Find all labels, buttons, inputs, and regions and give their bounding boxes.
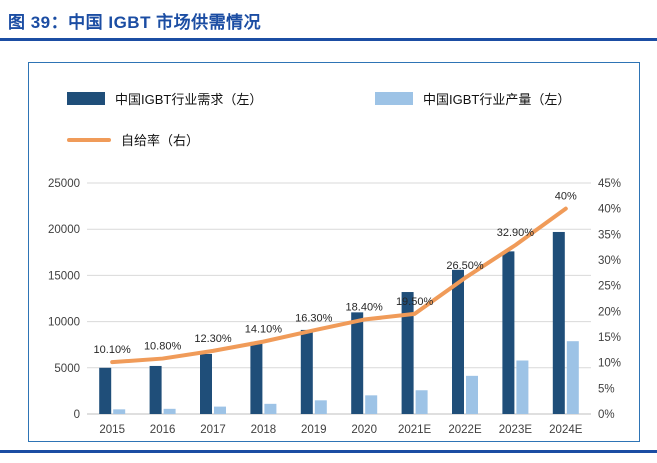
svg-text:2017: 2017 xyxy=(200,424,226,436)
legend-label-supply: 中国IGBT行业产量（左） xyxy=(423,92,571,107)
chart-svg: 0 5000 10000 15000 20000 25000 0% 5% 10% 15% 20% 25… xyxy=(48,178,621,436)
svg-text:5000: 5000 xyxy=(54,363,80,375)
svg-text:12.30%: 12.30% xyxy=(194,333,232,345)
title-divider xyxy=(0,38,657,41)
svg-text:2015: 2015 xyxy=(99,424,125,436)
svg-text:10%: 10% xyxy=(598,358,621,370)
legend-item-rate: 自给率（右） xyxy=(67,130,199,149)
svg-text:2016: 2016 xyxy=(150,424,176,436)
svg-text:2024E: 2024E xyxy=(549,424,583,436)
svg-text:2018: 2018 xyxy=(251,424,277,436)
legend-label-rate: 自给率（右） xyxy=(121,133,200,148)
legend-item-demand: 中国IGBT行业需求（左） xyxy=(67,89,375,108)
legend-row-bars: 中国IGBT行业需求（左） 中国IGBT行业产量（左） xyxy=(67,89,639,108)
svg-text:2023E: 2023E xyxy=(499,424,533,436)
svg-text:15000: 15000 xyxy=(48,270,80,282)
svg-text:20000: 20000 xyxy=(48,224,80,236)
svg-text:10.10%: 10.10% xyxy=(94,344,132,356)
svg-text:0: 0 xyxy=(74,409,80,421)
legend-label-demand: 中国IGBT行业需求（左） xyxy=(115,92,263,107)
svg-text:26.50%: 26.50% xyxy=(446,260,484,272)
svg-text:32.90%: 32.90% xyxy=(497,227,535,239)
svg-text:45%: 45% xyxy=(598,178,621,190)
supply-swatch-icon xyxy=(375,92,413,105)
svg-text:0%: 0% xyxy=(598,409,615,421)
legend-item-supply: 中国IGBT行业产量（左） xyxy=(375,89,570,108)
svg-text:2022E: 2022E xyxy=(448,424,482,436)
chart-legend: 中国IGBT行业需求（左） 中国IGBT行业产量（左） 自给率（右） xyxy=(29,63,639,149)
svg-text:40%: 40% xyxy=(555,191,577,203)
demand-swatch-icon xyxy=(67,92,105,105)
svg-text:25%: 25% xyxy=(598,281,621,293)
svg-text:2020: 2020 xyxy=(351,424,377,436)
svg-text:30%: 30% xyxy=(598,255,621,267)
svg-text:5%: 5% xyxy=(598,383,615,395)
figure-title: 图 39：中国 IGBT 市场供需情况 xyxy=(8,13,262,32)
legend-row-line: 自给率（右） xyxy=(67,130,639,149)
chart-frame: 中国IGBT行业需求（左） 中国IGBT行业产量（左） 自给率（右） 0 5000… xyxy=(28,62,640,442)
svg-text:16.30%: 16.30% xyxy=(295,312,333,324)
svg-text:25000: 25000 xyxy=(48,178,80,190)
svg-text:10000: 10000 xyxy=(48,317,80,329)
svg-text:10.80%: 10.80% xyxy=(144,341,182,353)
rate-line-swatch-icon xyxy=(67,137,111,142)
svg-text:40%: 40% xyxy=(598,204,621,216)
svg-text:15%: 15% xyxy=(598,332,621,344)
bottom-divider xyxy=(0,450,657,453)
svg-text:20%: 20% xyxy=(598,306,621,318)
svg-text:35%: 35% xyxy=(598,229,621,241)
svg-text:18.40%: 18.40% xyxy=(346,302,384,314)
svg-text:14.10%: 14.10% xyxy=(245,324,283,336)
svg-text:2019: 2019 xyxy=(301,424,327,436)
svg-text:2021E: 2021E xyxy=(398,424,432,436)
svg-text:19.50%: 19.50% xyxy=(396,296,434,308)
